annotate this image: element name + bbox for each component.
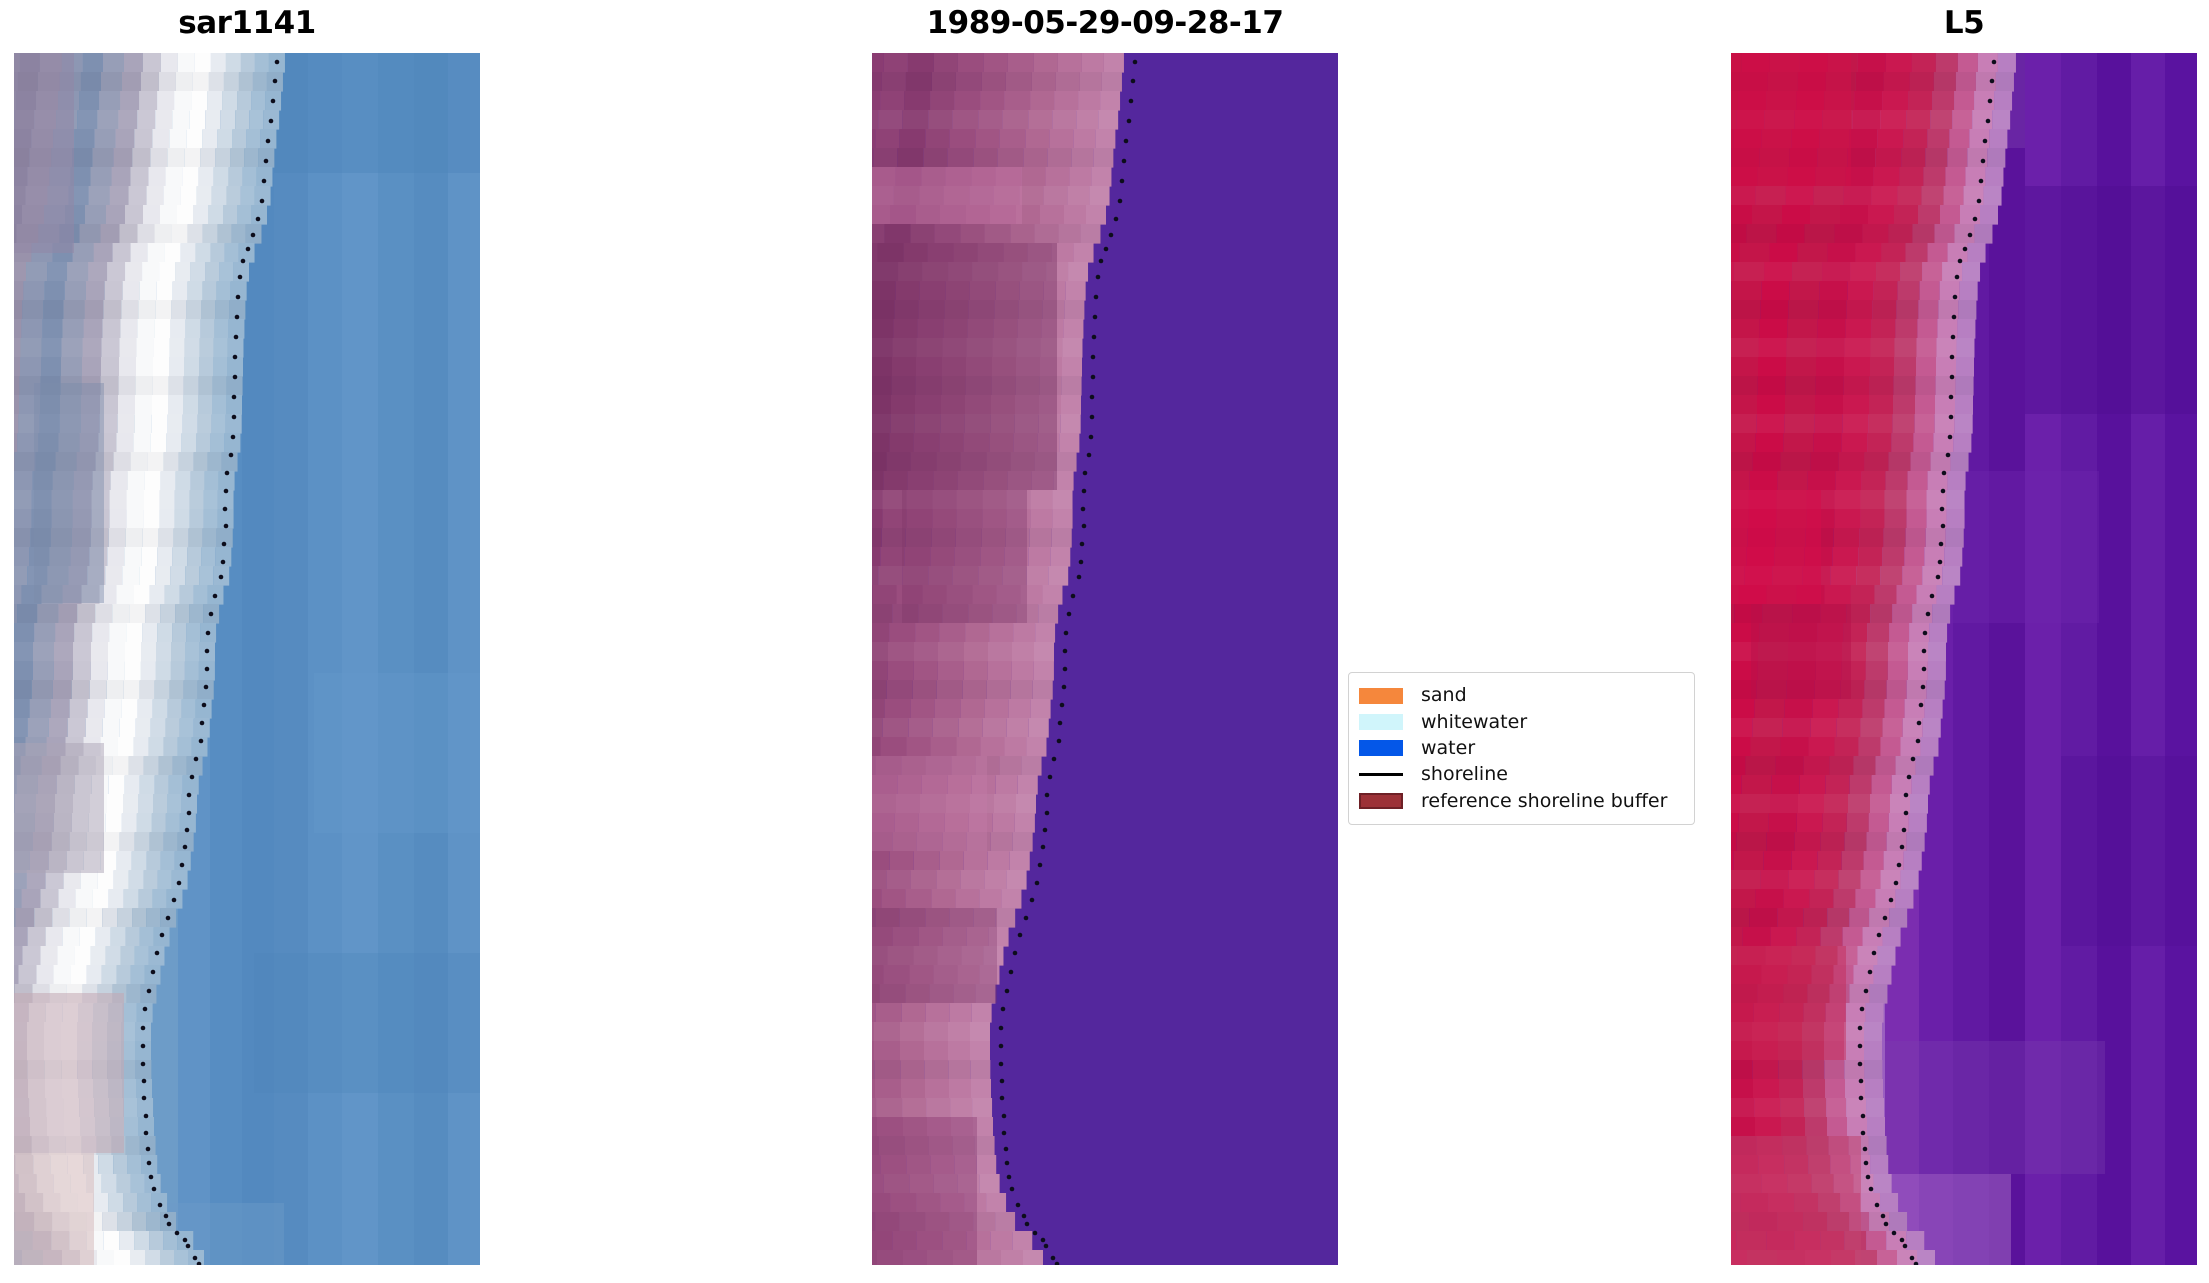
panel-title-date: 1989-05-29-09-28-17 <box>926 5 1284 41</box>
shoreline-line-swatch <box>1359 773 1403 777</box>
legend-item-whitewater: whitewater <box>1359 710 1684 733</box>
panel-l5-image <box>1731 53 2197 1265</box>
panel-sar1141-image <box>14 53 480 1265</box>
legend-item-reference-shoreline-buffer: reference shoreline buffer <box>1359 789 1684 812</box>
panel-title-l5: L5 <box>1943 5 1985 41</box>
shoreline-dots <box>1857 59 1997 1265</box>
panel-classified-image <box>872 53 1338 1265</box>
legend-label: reference shoreline buffer <box>1421 789 1668 812</box>
legend: sand whitewater water shoreline reference sh… <box>1348 672 1695 825</box>
classified-image-canvas <box>872 53 1338 1265</box>
sand-color-swatch <box>1359 687 1403 704</box>
legend-label: water <box>1421 736 1476 759</box>
legend-item-water: water <box>1359 736 1684 759</box>
shoreline-dots <box>140 59 280 1265</box>
legend-item-sand: sand <box>1359 686 1684 705</box>
shoreline-dots <box>998 59 1138 1265</box>
legend-item-shoreline: shoreline <box>1359 765 1684 784</box>
legend-label: shoreline <box>1421 763 1508 786</box>
legend-label: sand <box>1421 684 1467 707</box>
legend-label: whitewater <box>1421 710 1528 733</box>
panel-title-sar1141: sar1141 <box>178 5 316 41</box>
l5-image-canvas <box>1731 53 2197 1265</box>
whitewater-color-swatch <box>1359 714 1403 731</box>
reference-shoreline-buffer-color-swatch <box>1359 793 1403 810</box>
sar1141-image-canvas <box>14 53 480 1265</box>
water-color-swatch <box>1359 740 1403 757</box>
